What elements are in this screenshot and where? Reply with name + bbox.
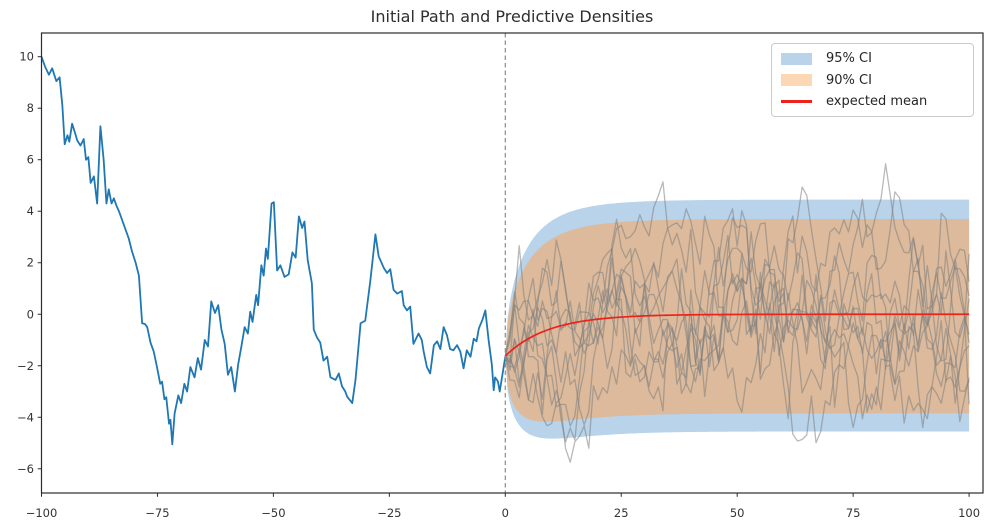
chart-title: Initial Path and Predictive Densities — [370, 7, 654, 26]
x-tick-label: 100 — [958, 506, 980, 520]
x-tick-label: 50 — [730, 506, 745, 520]
y-tick-label: 0 — [27, 307, 34, 321]
legend-label: 90% CI — [826, 72, 872, 88]
y-tick-label: −6 — [17, 462, 34, 476]
sample-path — [504, 218, 970, 444]
y-tick-label: 8 — [27, 101, 34, 115]
sample-path — [504, 222, 970, 426]
y-tick-label: 4 — [27, 204, 34, 218]
y-tick-label: −2 — [17, 359, 34, 373]
y-tick-label: 10 — [19, 50, 34, 64]
x-tick-label: −100 — [26, 506, 58, 520]
legend-label: 95% CI — [826, 51, 872, 66]
x-tick-label: 25 — [614, 506, 629, 520]
legend-item-95ci: 95% CI — [781, 51, 963, 66]
x-tick-label: 75 — [846, 506, 861, 520]
y-tick-label: −4 — [17, 410, 34, 424]
y-tick-label: 6 — [27, 153, 34, 167]
x-tick-label: −25 — [377, 506, 401, 520]
legend-item-90ci: 90% CI — [781, 73, 963, 88]
legend-item-expected-mean: expected mean — [781, 94, 963, 109]
ci90-swatch-icon — [781, 74, 812, 86]
ci95-swatch-icon — [781, 52, 812, 65]
sample-path — [504, 248, 970, 443]
sample-path — [504, 234, 970, 398]
plot-area — [41, 56, 970, 463]
sample-path — [504, 268, 970, 427]
initial-path-line — [41, 56, 507, 446]
mean-line-swatch-icon — [781, 100, 812, 103]
x-tick-label: −50 — [261, 506, 285, 520]
expected-mean-line — [504, 313, 970, 357]
x-tick-label: −75 — [145, 506, 169, 520]
legend: 95% CI 90% CI expected mean — [771, 43, 974, 117]
x-tick-label: 0 — [502, 506, 509, 520]
legend-label: expected mean — [826, 94, 928, 109]
sample-path — [504, 163, 970, 463]
y-tick-label: 2 — [27, 256, 34, 270]
